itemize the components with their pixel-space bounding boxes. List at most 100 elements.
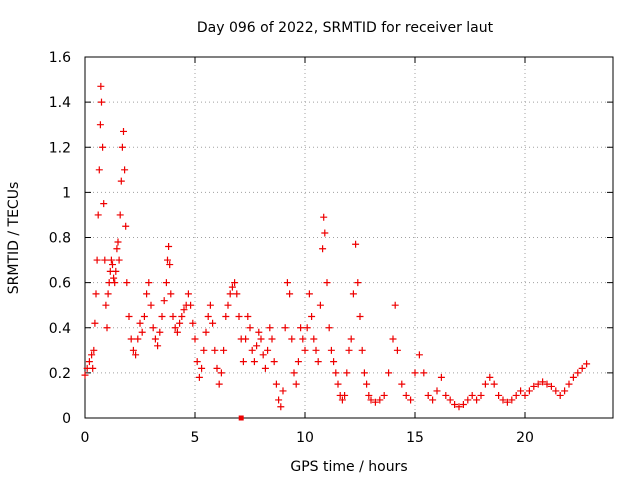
data-point — [420, 369, 428, 377]
data-point — [169, 312, 177, 320]
data-point — [275, 396, 283, 404]
data-point — [238, 415, 244, 421]
data-point — [176, 319, 184, 327]
y-tick-label: 0 — [62, 411, 71, 427]
y-tick-label: 0.8 — [49, 231, 71, 247]
data-point — [220, 346, 228, 354]
data-point — [290, 369, 298, 377]
data-point — [110, 274, 118, 282]
data-point — [184, 290, 192, 298]
data-point — [490, 380, 498, 388]
data-point — [288, 335, 296, 343]
data-point — [198, 364, 206, 372]
data-point — [222, 312, 230, 320]
data-point — [253, 342, 261, 350]
data-point — [118, 143, 126, 151]
data-point — [94, 211, 102, 219]
data-point — [255, 328, 263, 336]
x-tick-label: 5 — [191, 430, 200, 446]
data-point — [442, 391, 450, 399]
data-point — [345, 346, 353, 354]
data-point — [270, 358, 278, 366]
data-point — [149, 324, 157, 332]
data-point — [512, 391, 520, 399]
data-point — [367, 396, 375, 404]
data-point — [539, 378, 547, 386]
data-point — [81, 371, 89, 379]
data-point — [323, 279, 331, 287]
data-point — [160, 297, 168, 305]
data-point — [332, 369, 340, 377]
data-point — [360, 369, 368, 377]
data-point — [468, 391, 476, 399]
data-point — [122, 222, 130, 230]
axis-ticks: 0 0.2 0.4 0.6 0.8 1 1.2 1.4 1.6 0 5 10 15 20 — [49, 50, 613, 446]
data-point — [109, 261, 116, 269]
data-point — [473, 396, 481, 404]
data-point — [312, 346, 320, 354]
data-point — [89, 364, 97, 372]
data-point — [277, 403, 285, 411]
data-point — [363, 380, 371, 388]
data-point — [92, 290, 100, 298]
data-point — [266, 324, 274, 332]
data-point — [477, 391, 485, 399]
data-point — [525, 387, 533, 395]
data-point — [411, 369, 419, 377]
data-point — [319, 245, 327, 253]
x-tick-label: 10 — [296, 430, 314, 446]
data-point — [503, 398, 511, 406]
data-point — [455, 403, 463, 411]
data-point — [437, 373, 445, 381]
data-point — [389, 335, 397, 343]
data-point — [310, 335, 318, 343]
data-point — [393, 346, 401, 354]
data-point — [294, 358, 302, 366]
data-point — [547, 382, 555, 390]
data-point — [156, 328, 164, 336]
data-point — [191, 335, 199, 343]
data-point — [316, 301, 324, 309]
data-point — [534, 380, 542, 388]
data-point — [297, 324, 305, 332]
data-point — [352, 240, 360, 248]
data-point — [495, 391, 503, 399]
data-point — [398, 380, 406, 388]
data-point — [272, 380, 280, 388]
data-point — [402, 391, 410, 399]
data-point — [200, 346, 208, 354]
data-point — [134, 335, 142, 343]
data-point — [301, 346, 309, 354]
data-point — [213, 364, 221, 372]
data-point — [569, 373, 577, 381]
data-point — [303, 324, 311, 332]
data-point — [279, 387, 287, 395]
data-point — [145, 279, 153, 287]
y-tick-label: 1.2 — [49, 140, 71, 156]
data-point — [283, 279, 291, 287]
data-point — [112, 267, 120, 275]
data-point — [338, 396, 346, 404]
data-point — [521, 391, 529, 399]
data-point — [100, 200, 108, 208]
data-point — [565, 380, 573, 388]
data-point — [391, 301, 399, 309]
data-point — [202, 328, 210, 336]
data-point — [343, 369, 351, 377]
data-point — [499, 396, 507, 404]
x-tick-label: 15 — [406, 430, 424, 446]
data-point — [158, 312, 166, 320]
data-point — [107, 256, 115, 264]
data-point — [320, 213, 328, 221]
data-point — [114, 238, 122, 246]
data-point — [103, 324, 111, 332]
data-point — [211, 346, 219, 354]
data-point — [111, 279, 119, 287]
data-point — [171, 324, 179, 332]
data-point — [380, 391, 388, 399]
data-point — [104, 290, 112, 298]
data-point — [327, 346, 335, 354]
y-tick-label: 1.6 — [49, 50, 71, 66]
data-point — [125, 312, 133, 320]
data-point — [116, 211, 124, 219]
